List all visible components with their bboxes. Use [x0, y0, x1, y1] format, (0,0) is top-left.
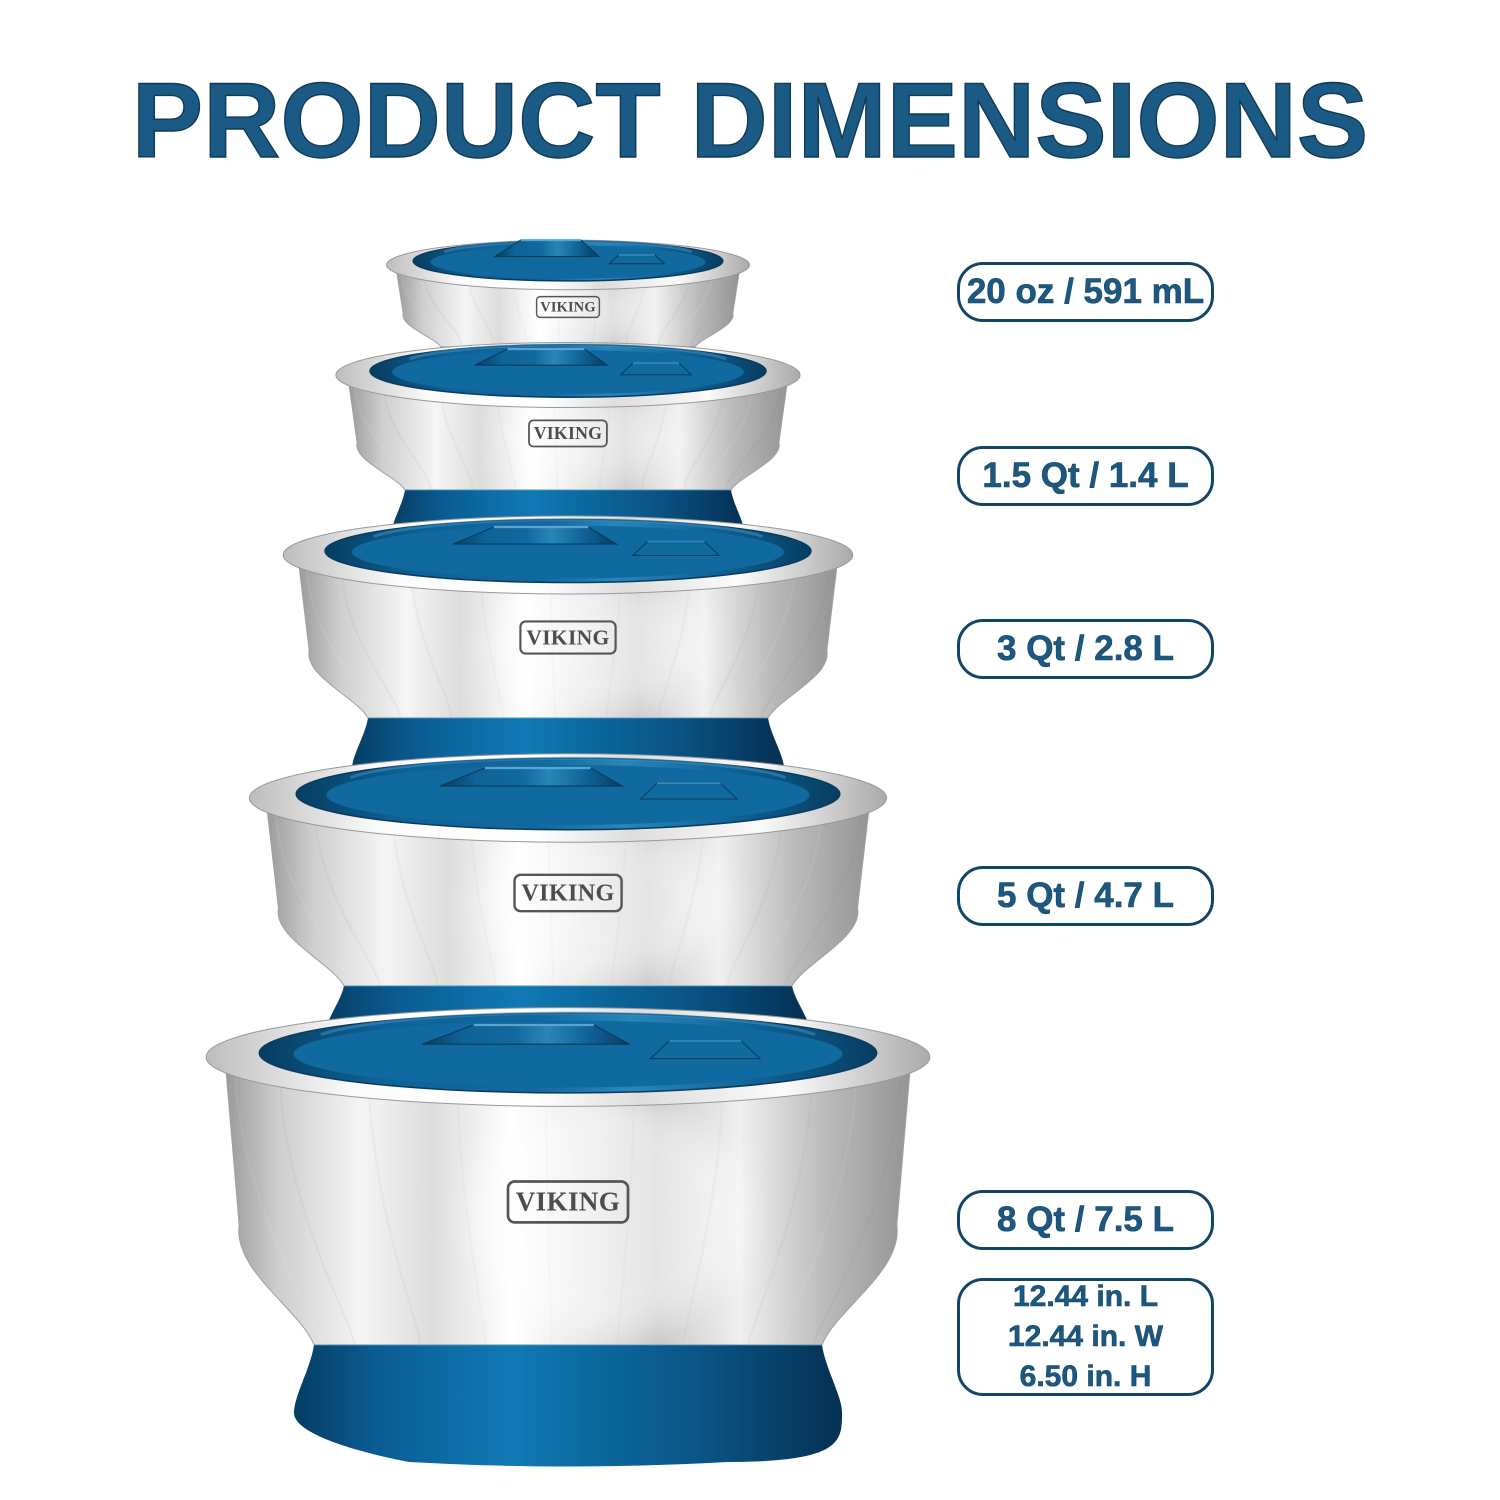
- svg-text:VIKING: VIKING: [540, 300, 595, 316]
- svg-text:VIKING: VIKING: [534, 423, 603, 443]
- svg-text:VIKING: VIKING: [516, 1187, 620, 1217]
- svg-text:VIKING: VIKING: [521, 880, 614, 907]
- svg-text:VIKING: VIKING: [526, 625, 609, 649]
